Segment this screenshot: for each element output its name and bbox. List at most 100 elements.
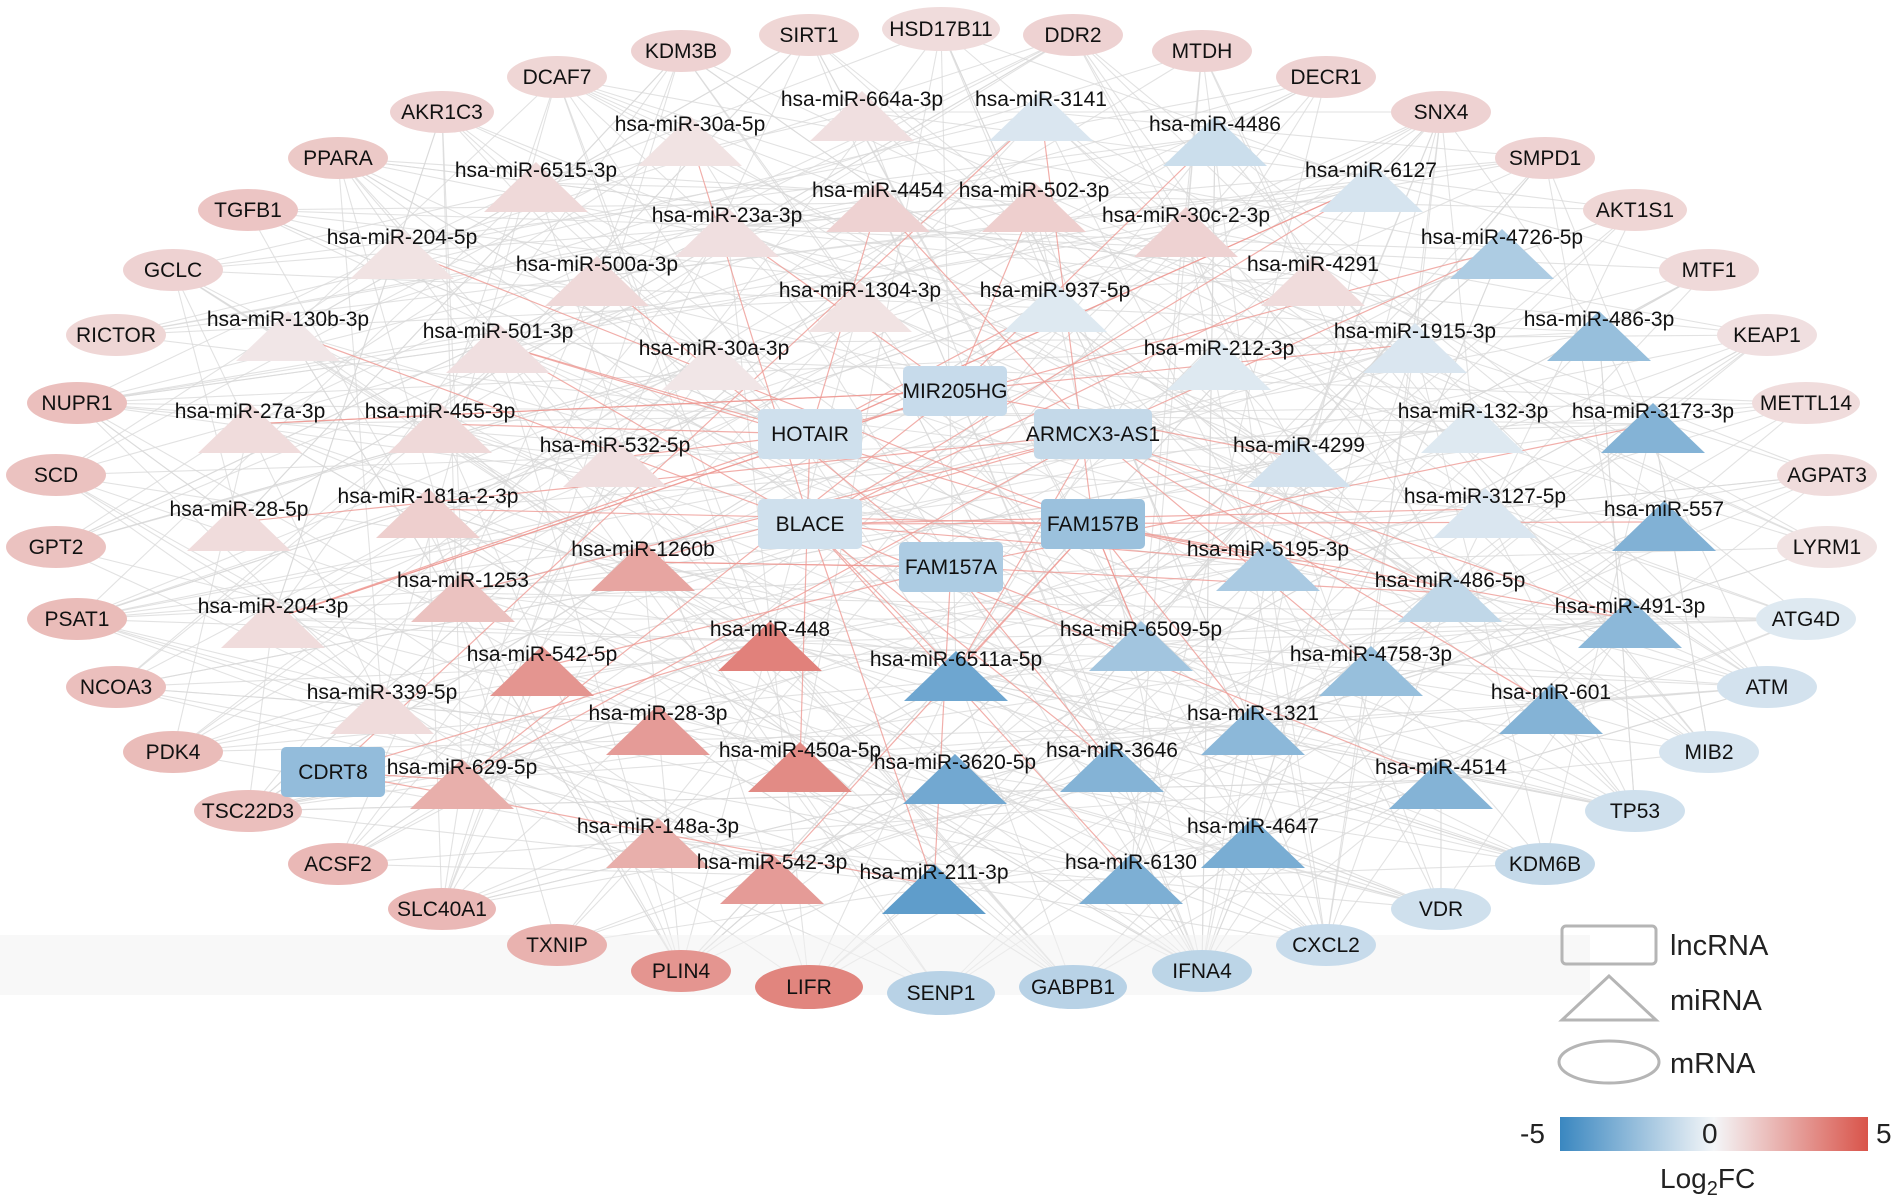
mirna-label-hsa-mir-1253: hsa-miR-1253 xyxy=(397,569,529,592)
edge-mirna-mrna xyxy=(55,474,659,840)
mrna-ellipse xyxy=(1583,189,1687,231)
edge-mirna-mrna xyxy=(76,182,537,404)
mrna-label-nupr1: NUPR1 xyxy=(41,392,112,415)
mirna-triangle xyxy=(810,91,914,141)
mirna-triangle xyxy=(388,403,492,453)
mrna-ellipse xyxy=(1391,888,1491,930)
mrna-label-ddr2: DDR2 xyxy=(1044,24,1101,47)
mirna-label-hsa-mir-4758-3p: hsa-miR-4758-3p xyxy=(1290,643,1452,666)
mirna-label-hsa-mir-339-5p: hsa-miR-339-5p xyxy=(307,681,458,704)
mrna-node: CXCL2 xyxy=(1276,924,1376,966)
edge-mirna-mrna xyxy=(1449,334,1768,594)
edge-mirna-mrna xyxy=(596,34,1074,278)
edge-lncrna-mirna xyxy=(541,566,952,668)
edge-mirna-mrna xyxy=(1312,276,1828,476)
mirna-triangle xyxy=(1578,598,1682,648)
mrna-label-rictor: RICTOR xyxy=(76,324,156,347)
mrna-ellipse xyxy=(507,56,607,98)
legend-mirna-label: miRNA xyxy=(1670,985,1762,1017)
lncrna-node: ARMCX3-AS1 xyxy=(1026,409,1160,459)
edge-mirna-mrna xyxy=(1484,269,1710,510)
mirna-node: hsa-miR-664a-3p xyxy=(781,88,943,141)
lncrna-node: BLACE xyxy=(758,499,862,549)
edge-mirna-mrna xyxy=(76,402,240,523)
mrna-label-ifna4: IFNA4 xyxy=(1172,960,1232,983)
lncrna-rect xyxy=(281,747,385,797)
edge-mirna-mrna xyxy=(1072,666,1372,988)
mrna-ellipse xyxy=(288,137,388,179)
mirna-triangle xyxy=(1601,403,1705,453)
edge-mirna-mrna xyxy=(808,666,1372,988)
mirna-triangle xyxy=(904,651,1008,701)
edge-mirna-mrna xyxy=(337,157,1142,643)
mrna-ellipse xyxy=(1391,91,1491,133)
edge-mirna-mrna xyxy=(76,618,383,706)
mrna-label-sirt1: SIRT1 xyxy=(779,24,838,47)
mirna-node: hsa-miR-6509-5p xyxy=(1060,618,1222,671)
mirna-label-hsa-mir-6130: hsa-miR-6130 xyxy=(1065,851,1197,874)
mirna-label-hsa-mir-130b-3p: hsa-miR-130b-3p xyxy=(207,308,369,331)
lncrna-rect xyxy=(758,409,862,459)
mirna-node: hsa-miR-6511a-5p xyxy=(870,648,1042,701)
edge-mirna-mrna xyxy=(76,618,935,886)
mrna-node: SLC40A1 xyxy=(388,888,496,930)
edge-mirna-mrna xyxy=(337,157,1056,304)
mirna-label-hsa-mir-937-5p: hsa-miR-937-5p xyxy=(980,279,1131,302)
edge-mirna-mrna xyxy=(1140,641,1768,688)
mrna-node: SNX4 xyxy=(1391,91,1491,133)
edge-mirna-mrna xyxy=(1652,423,1710,753)
edge-mirna-mrna xyxy=(115,686,935,886)
edge-mirna-mrna xyxy=(1040,111,1828,548)
edge-mirna-mrna xyxy=(172,423,251,753)
edge-lncrna-mirna xyxy=(950,566,1113,764)
mrna-ellipse xyxy=(66,314,166,356)
lncrna-rect xyxy=(1034,409,1152,459)
mirna-node: hsa-miR-204-5p xyxy=(327,226,477,279)
mirna-triangle xyxy=(410,759,514,809)
edge-mirna-mrna xyxy=(955,671,1203,972)
lncrna-label-hotair: HOTAIR xyxy=(771,423,849,446)
edge-mirna-mrna xyxy=(76,227,1187,404)
edge-mirna-mrna xyxy=(1598,331,1768,688)
edge-mirna-mrna xyxy=(441,111,715,362)
lncrna-rect xyxy=(1041,499,1145,549)
edge-mirna-mrna xyxy=(238,50,682,523)
edge-mirna-mrna xyxy=(427,508,558,946)
mirna-label-hsa-mir-542-5p: hsa-miR-542-5p xyxy=(467,643,618,666)
edge-mirna-mrna xyxy=(337,157,1314,278)
edge-lncrna-mirna xyxy=(642,433,1094,563)
mirna-triangle xyxy=(1363,323,1467,373)
lncrna-node: CDRT8 xyxy=(281,747,385,797)
mirna-triangle xyxy=(376,488,480,538)
mirna-node: hsa-miR-3646 xyxy=(1046,739,1178,792)
mrna-label-kdm3b: KDM3B xyxy=(645,40,717,63)
edge-mirna-mrna xyxy=(249,423,1546,865)
mirna-triangle xyxy=(221,598,325,648)
mirna-label-hsa-mir-6509-5p: hsa-miR-6509-5p xyxy=(1060,618,1222,641)
mrna-ellipse xyxy=(27,598,127,640)
mrna-node: AKR1C3 xyxy=(390,91,494,133)
edge-mirna-mrna xyxy=(1140,618,1807,643)
mirna-label-hsa-mir-486-3p: hsa-miR-486-3p xyxy=(1524,308,1675,331)
edge-mirna-mrna xyxy=(76,457,1300,620)
edge-mirna-mrna xyxy=(337,779,1442,865)
mrna-label-scd: SCD xyxy=(34,464,78,487)
mrna-ellipse xyxy=(1495,843,1595,885)
mrna-label-slc40a1: SLC40A1 xyxy=(397,898,487,921)
edge-mirna-mrna xyxy=(439,423,1546,865)
edge-mirna-mrna xyxy=(1325,592,1451,946)
edge-mirna-mrna xyxy=(541,666,1442,910)
mirna-node: hsa-miR-4758-3p xyxy=(1290,643,1452,696)
mrna-label-lifr: LIFR xyxy=(786,976,832,999)
mrna-node: GABPB1 xyxy=(1019,965,1127,1009)
edge-lncrna-mirna xyxy=(799,433,811,764)
mrna-ellipse xyxy=(1777,526,1877,568)
edge-mirna-mrna xyxy=(1484,508,1807,620)
mrna-node: NUPR1 xyxy=(27,382,127,424)
mrna-label-atm: ATM xyxy=(1746,676,1789,699)
edge-lncrna-mirna xyxy=(950,566,1451,594)
mrna-label-hsd17b11: HSD17B11 xyxy=(889,18,993,41)
edge-lncrna-mirna xyxy=(809,521,1665,525)
edge-mirna-mrna xyxy=(247,618,274,812)
mrna-label-acsf2: ACSF2 xyxy=(304,853,372,876)
